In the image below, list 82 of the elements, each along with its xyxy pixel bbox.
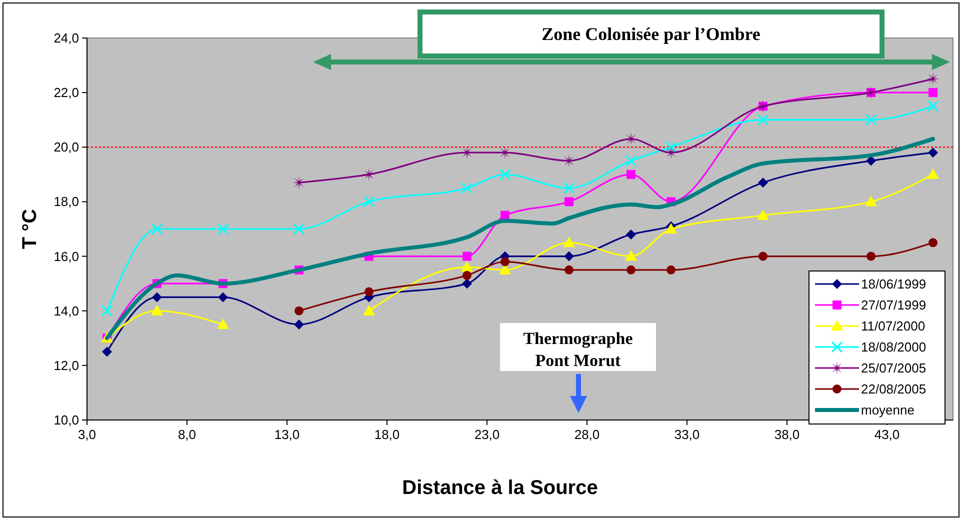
point	[927, 100, 939, 112]
point	[101, 305, 113, 317]
y-tick-label: 14,0	[54, 303, 79, 318]
x-tick-label: 8,0	[178, 427, 196, 442]
x-tick-label: 28,0	[574, 427, 600, 442]
point	[462, 270, 472, 280]
point	[866, 252, 876, 261]
point	[564, 197, 574, 206]
point	[499, 168, 511, 180]
x-tick-label: 18,0	[374, 427, 400, 442]
y-tick-label: 20,0	[54, 140, 79, 155]
y-tick-label: 12,0	[54, 358, 79, 373]
point	[293, 223, 305, 235]
point	[926, 72, 940, 86]
point	[364, 287, 374, 296]
point	[217, 318, 229, 329]
y-tick-label: 18,0	[54, 194, 79, 210]
point	[664, 146, 678, 160]
legend-label: 25/07/2005	[861, 360, 926, 376]
point	[865, 114, 877, 126]
x-tick-label: 33,0	[674, 427, 700, 442]
point	[666, 265, 676, 274]
point	[626, 170, 636, 179]
x-tick-label: 43,0	[874, 427, 900, 442]
point	[294, 306, 304, 316]
annotation: Thermographe Pont Morut	[523, 329, 634, 370]
point	[865, 196, 877, 206]
x-tick-label: 38,0	[774, 427, 800, 442]
point	[928, 88, 938, 98]
point	[363, 304, 375, 316]
point	[564, 265, 574, 274]
point	[563, 182, 575, 194]
point	[294, 320, 304, 330]
legend-label: 22/08/2005	[861, 382, 926, 396]
point	[292, 176, 306, 190]
legend-label: 11/07/2000	[861, 318, 926, 334]
point	[500, 257, 510, 266]
point	[461, 182, 473, 194]
annotation: Zone Colonisée par l’Ombre	[542, 24, 760, 44]
point	[151, 223, 163, 235]
y-tick-label: 16,0	[54, 248, 79, 264]
point	[460, 146, 474, 160]
point	[462, 252, 472, 261]
point	[562, 154, 576, 168]
point	[462, 278, 472, 289]
point	[218, 292, 228, 302]
point	[626, 265, 636, 274]
x-tick-label: 13,0	[274, 427, 300, 442]
point	[363, 196, 375, 208]
point	[102, 346, 112, 357]
point	[665, 141, 677, 153]
point	[151, 304, 163, 316]
x-tick-label: 23,0	[474, 427, 500, 442]
point	[757, 114, 769, 126]
x-axis-title: Distance à la Source	[402, 477, 598, 499]
point	[624, 132, 638, 146]
point	[757, 209, 769, 220]
point	[928, 238, 938, 248]
legend-label: moyenne	[861, 402, 914, 418]
x-tick-label: 3,0	[78, 427, 96, 442]
y-axis-title: T °C	[19, 208, 41, 250]
legend-label: 27/07/1999	[861, 298, 926, 312]
point	[626, 229, 636, 240]
point	[928, 148, 938, 158]
point	[461, 261, 473, 272]
legend-label: 18/08/2000	[861, 340, 926, 354]
point	[625, 250, 637, 261]
point	[625, 154, 637, 167]
point	[217, 223, 229, 235]
legend-label: 18/06/1999	[861, 276, 926, 292]
point	[362, 168, 376, 181]
point	[758, 252, 768, 261]
y-tick-label: 24,0	[54, 30, 79, 46]
point	[563, 236, 575, 248]
point	[564, 251, 574, 262]
point	[758, 178, 768, 188]
point	[152, 292, 162, 302]
point	[498, 146, 512, 160]
point	[927, 168, 939, 179]
point	[866, 156, 876, 166]
y-tick-label: 10,0	[54, 412, 79, 428]
y-tick-label: 22,0	[54, 85, 79, 100]
